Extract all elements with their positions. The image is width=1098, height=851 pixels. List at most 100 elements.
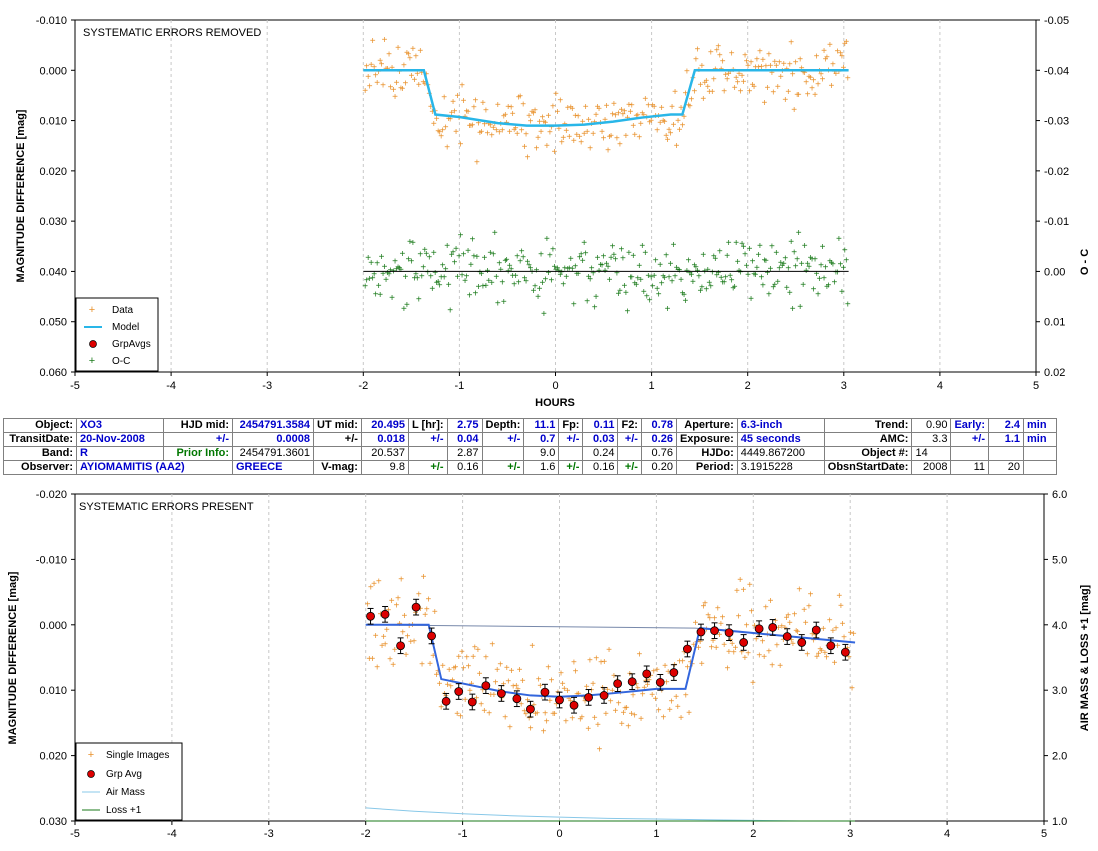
top-data-point: +	[520, 100, 526, 111]
top-oc-point: +	[510, 271, 516, 282]
bottom-single-image-point: +	[365, 600, 371, 611]
top-oc-point: +	[644, 292, 650, 303]
top-data-point: +	[605, 146, 611, 157]
top-oc-point: +	[817, 274, 823, 285]
top-data-point: +	[540, 112, 546, 123]
top-data-point: +	[362, 86, 368, 97]
top-data-point: +	[613, 110, 619, 121]
top-data-point: +	[672, 87, 678, 98]
top-data-point: +	[464, 106, 470, 117]
bottom-single-image-point: +	[661, 712, 667, 723]
top-data-point: +	[832, 67, 838, 78]
fp-err2: 0.16	[582, 460, 619, 475]
top-data-point: +	[665, 135, 671, 146]
top-data-point: +	[782, 95, 788, 106]
bottom-single-image-point: +	[753, 635, 759, 646]
bottom-single-image-point: +	[830, 626, 836, 637]
bottom-y2-tick-label: 2.0	[1052, 751, 1067, 763]
obs-month: 11	[950, 460, 990, 475]
top-oc-point: +	[431, 248, 437, 259]
bottom-single-image-point: +	[430, 651, 436, 662]
top-data-point: +	[736, 69, 742, 80]
bottom-single-image-point: +	[611, 671, 617, 682]
top-data-point: +	[560, 133, 566, 144]
bottom-single-image-point: +	[422, 610, 428, 621]
top-data-point: +	[836, 67, 842, 78]
top-oc-point: +	[714, 271, 720, 282]
top-data-point: +	[392, 92, 398, 103]
top-oc-point: +	[543, 274, 549, 285]
top-data-point: +	[571, 136, 577, 147]
top-oc-point: +	[814, 269, 820, 280]
bottom-x-ticks: -5 -4 -3 -2 -1 0 1 2 3 4 5	[70, 821, 1047, 840]
legend-grpavgs-marker	[89, 340, 97, 348]
top-oc-point: +	[742, 250, 748, 261]
bottom-single-image-point: +	[721, 640, 727, 651]
top-oc-point: +	[686, 256, 692, 267]
top-oc-point: +	[519, 246, 525, 257]
transitdate-label: TransitDate:	[3, 432, 77, 447]
bottom-single-image-point: +	[403, 650, 409, 661]
bottom-single-image-point: +	[553, 699, 559, 710]
top-oc-point: +	[405, 255, 411, 266]
top-data-point: +	[750, 80, 756, 91]
legend-model-label: Model	[112, 322, 139, 333]
bottom-single-image-point: +	[619, 719, 625, 730]
bottom-single-image-point: +	[533, 709, 539, 720]
top-data-point: +	[805, 89, 811, 100]
utmid-label: UT mid:	[313, 418, 362, 433]
bottom-single-image-point: +	[653, 694, 659, 705]
top-oc-point: +	[760, 280, 766, 291]
top-data-point: +	[581, 129, 587, 140]
top-oc-point: +	[745, 270, 751, 281]
legend-loss-label: Loss +1	[106, 805, 142, 816]
bottom-single-image-point: +	[779, 622, 785, 633]
bottom-single-image-point: +	[576, 689, 582, 700]
bottom-x-tick-label: -4	[167, 828, 177, 840]
top-x-ticks: -5 -4 -3 -2 -1 0 1 2 3 4 5	[70, 372, 1039, 392]
bottom-single-image-point: +	[664, 678, 670, 689]
top-oc-point: +	[498, 265, 504, 276]
bottom-single-image-point: +	[668, 696, 674, 707]
top-oc-point: +	[630, 251, 636, 262]
bottom-single-image-point: +	[528, 724, 534, 735]
top-data-point: +	[531, 109, 537, 120]
top-y2-tick-label: 0.01	[1044, 317, 1065, 329]
top-data-point: +	[741, 77, 747, 88]
grp-avg-point	[655, 677, 665, 687]
top-oc-point: +	[843, 255, 849, 266]
top-oc-point: +	[557, 270, 563, 281]
top-data-point: +	[577, 132, 583, 143]
bottom-single-image-point: +	[692, 618, 698, 629]
top-data-point: +	[395, 43, 401, 54]
top-oc-point: +	[432, 268, 438, 279]
bottom-single-image-point: +	[574, 689, 580, 700]
top-data-point: +	[523, 130, 529, 141]
top-data-point: +	[407, 54, 413, 65]
early-pm: +/-	[950, 432, 990, 447]
bottom-single-image-point: +	[549, 675, 555, 686]
top-data-point: +	[511, 125, 517, 136]
bottom-single-image-point: +	[433, 670, 439, 681]
top-data-point: +	[645, 101, 651, 112]
transit-info-table: Object: XO3 HJD mid: 2454791.3584 UT mid…	[3, 418, 1058, 475]
top-oc-point: +	[697, 286, 703, 297]
top-legend: + Data Model GrpAvgs + O-C	[75, 297, 159, 372]
top-data-point: +	[703, 76, 709, 87]
top-data-point: +	[388, 83, 394, 94]
top-x-tick-label: -2	[358, 380, 368, 392]
bottom-single-image-point: +	[529, 641, 535, 652]
top-data-point: +	[550, 102, 556, 113]
top-oc-point: +	[367, 274, 373, 285]
top-data-point: +	[486, 119, 492, 130]
top-oc-point: +	[712, 254, 718, 265]
top-oc-point: +	[589, 264, 595, 275]
bottom-single-image-point: +	[755, 630, 761, 641]
top-oc-point: +	[489, 278, 495, 289]
top-oc-point: +	[447, 305, 453, 316]
top-data-point: +	[802, 68, 808, 79]
bottom-x-tick-label: 0	[556, 828, 562, 840]
bottom-single-image-point: +	[480, 685, 486, 696]
bottom-single-image-point: +	[796, 585, 802, 596]
bottom-single-image-point: +	[598, 657, 604, 668]
